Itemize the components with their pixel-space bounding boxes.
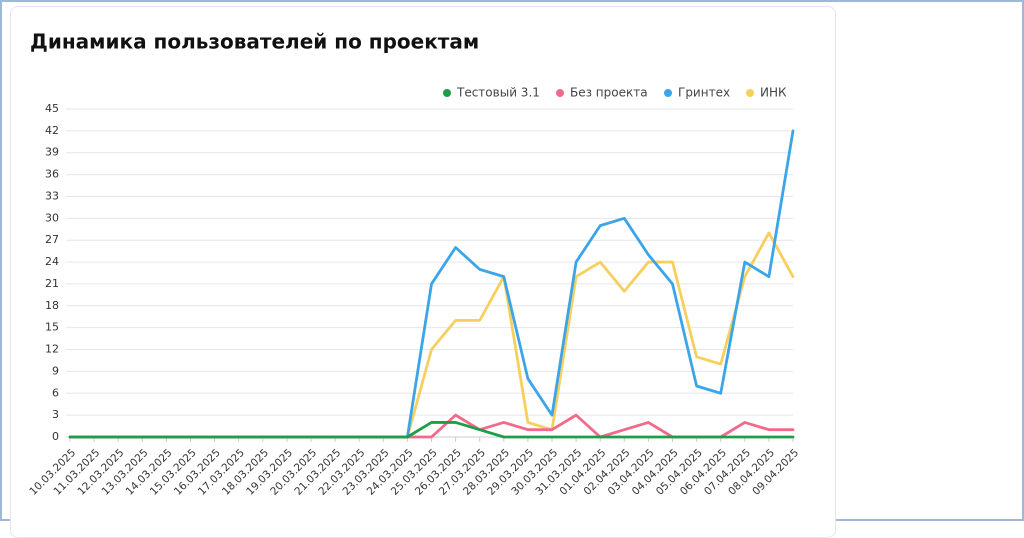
legend-marker <box>746 89 754 97</box>
legend-marker <box>664 89 672 97</box>
legend-item[interactable]: Тестовый 3.1 <box>443 86 540 100</box>
legend-label: Гринтех <box>678 86 730 100</box>
legend-item[interactable]: Гринтех <box>664 86 730 100</box>
chart-title: Динамика пользователей по проектам <box>30 30 479 54</box>
y-tick-label: 15 <box>45 321 59 334</box>
y-tick-label: 39 <box>45 146 59 159</box>
legend-label: Без проекта <box>570 86 648 100</box>
legend-marker <box>443 89 451 97</box>
y-tick-label: 3 <box>52 408 59 421</box>
series-line <box>68 421 795 439</box>
y-tick-label: 9 <box>52 364 59 377</box>
legend-item[interactable]: Без проекта <box>556 86 648 100</box>
series-line <box>68 413 795 439</box>
y-tick-label: 27 <box>45 233 59 246</box>
y-tick-label: 36 <box>45 168 59 181</box>
y-tick-label: 42 <box>45 124 59 137</box>
y-tick-label: 30 <box>45 211 59 224</box>
y-tick-label: 45 <box>45 102 59 115</box>
chart: Динамика пользователей по проектам 03691… <box>27 30 801 498</box>
chart-card <box>10 6 836 538</box>
y-tick-label: 18 <box>45 299 59 312</box>
y-tick-label: 6 <box>52 386 59 399</box>
y-tick-label: 0 <box>52 430 59 443</box>
legend-marker <box>556 89 564 97</box>
y-tick-label: 12 <box>45 343 59 356</box>
legend-label: Тестовый 3.1 <box>456 86 540 100</box>
legend-item[interactable]: ИНК <box>746 86 787 100</box>
y-tick-label: 24 <box>45 255 59 268</box>
y-tick-label: 33 <box>45 189 59 202</box>
y-tick-label: 21 <box>45 277 59 290</box>
legend-label: ИНК <box>760 86 787 100</box>
